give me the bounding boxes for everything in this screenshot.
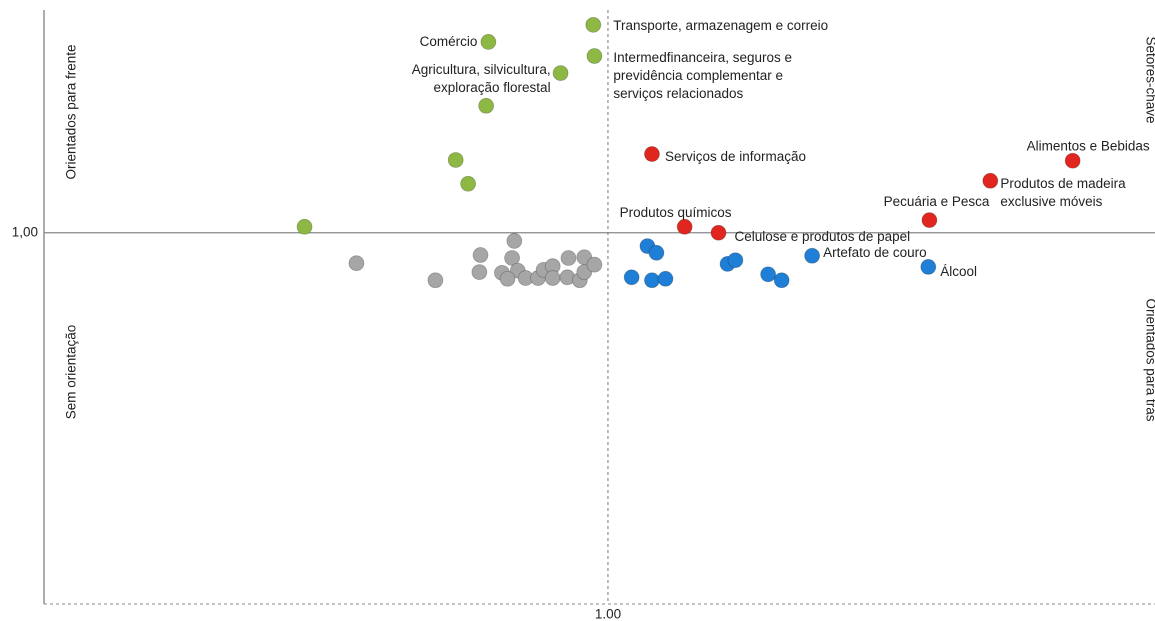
point-label-line: Alimentos e Bebidas bbox=[1027, 138, 1150, 153]
point bbox=[460, 175, 476, 192]
point-label-line: Produtos de madeira bbox=[1000, 175, 1126, 190]
point bbox=[982, 172, 999, 189]
point-label: Agricultura, silvicultura, exploração flo… bbox=[412, 62, 551, 95]
point bbox=[504, 250, 520, 266]
point-label: Produtos químicos bbox=[620, 204, 732, 219]
point bbox=[644, 272, 660, 289]
point-label: Álcool bbox=[940, 263, 977, 278]
point bbox=[1064, 152, 1081, 169]
point bbox=[657, 270, 674, 287]
point-label-line: serviços relacionados bbox=[613, 86, 743, 101]
point bbox=[586, 48, 603, 64]
point-label: Artefato de couro bbox=[823, 244, 927, 259]
point bbox=[552, 65, 569, 82]
y-tick-label: 1,00 bbox=[12, 224, 38, 239]
point bbox=[427, 272, 444, 289]
point-label: Intermedfinanceira, seguros e previdência… bbox=[613, 50, 792, 101]
point bbox=[920, 259, 937, 275]
quadrant-label: Orientados para trás bbox=[1143, 298, 1155, 421]
point bbox=[586, 256, 603, 273]
point bbox=[921, 212, 938, 229]
point-label: Serviços de informação bbox=[665, 149, 806, 164]
point bbox=[644, 146, 660, 162]
point bbox=[727, 252, 744, 269]
point bbox=[480, 34, 497, 50]
point bbox=[471, 264, 488, 281]
point-label-line: Produtos químicos bbox=[620, 204, 732, 219]
point bbox=[804, 247, 821, 264]
point bbox=[506, 233, 523, 249]
point-label-line: Serviços de informação bbox=[665, 149, 806, 164]
point-label-line: exploração florestal bbox=[434, 80, 551, 95]
x-tick-label: 1.00 bbox=[595, 607, 621, 621]
point-label-line: Artefato de couro bbox=[823, 244, 927, 259]
point-label: Pecuária e Pesca bbox=[884, 194, 990, 209]
point-label-line: previdência complementar e bbox=[613, 68, 783, 83]
quadrant-label: Sem orientação bbox=[64, 325, 79, 420]
point bbox=[773, 272, 790, 289]
point-label: Alimentos e Bebidas bbox=[1027, 138, 1150, 153]
point bbox=[472, 247, 489, 263]
point bbox=[499, 270, 516, 287]
point-label: Transporte, armazenagem e correio bbox=[613, 17, 828, 32]
point-label: Celulose e produtos de papel bbox=[734, 228, 910, 243]
point-label: Comércio bbox=[420, 33, 478, 48]
point bbox=[447, 152, 464, 168]
point-label-line: Álcool bbox=[940, 263, 977, 278]
point bbox=[478, 97, 495, 114]
point-label-line: Agricultura, silvicultura, bbox=[412, 62, 551, 77]
point-label-line: Pecuária e Pesca bbox=[884, 194, 990, 209]
point-label: Produtos de madeira exclusive móveis bbox=[1000, 175, 1126, 208]
point-label-line: exclusive móveis bbox=[1000, 193, 1102, 208]
point-label-line: Transporte, armazenagem e correio bbox=[613, 17, 828, 32]
point-label-line: Celulose e produtos de papel bbox=[734, 228, 910, 243]
point-label-line: Intermedfinanceira, seguros e bbox=[613, 50, 792, 65]
point-label-line: Comércio bbox=[420, 33, 478, 48]
point bbox=[648, 244, 665, 261]
point bbox=[710, 224, 727, 241]
point bbox=[585, 16, 602, 33]
point bbox=[348, 255, 365, 272]
quadrant-label: Orientados para frente bbox=[64, 44, 79, 179]
point bbox=[623, 269, 640, 286]
point bbox=[296, 218, 313, 235]
quadrant-label: Setores-chave bbox=[1143, 36, 1155, 123]
point bbox=[676, 218, 693, 235]
point bbox=[760, 266, 777, 283]
point bbox=[560, 250, 577, 266]
point bbox=[544, 270, 561, 286]
